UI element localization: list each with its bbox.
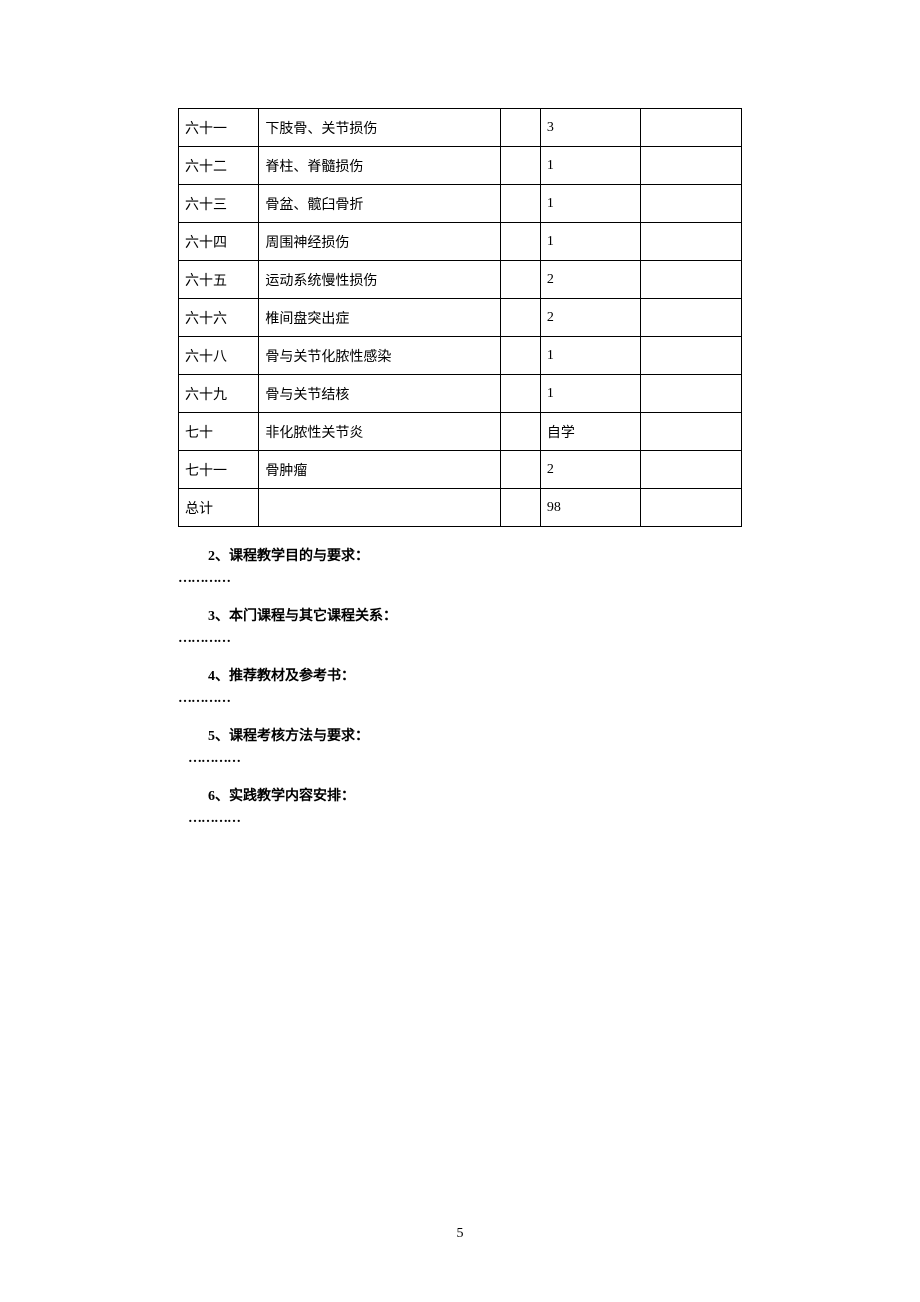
hours-value: 1 (540, 223, 641, 261)
table-row: 六十一 下肢骨、关节损伤 3 (179, 109, 742, 147)
cell-remark (641, 109, 742, 147)
hours-value: 自学 (540, 413, 641, 451)
cell-remark (641, 413, 742, 451)
cell-remark (641, 375, 742, 413)
cell-blank (259, 489, 500, 527)
section-heading-4: 4、推荐教材及参考书： (208, 665, 742, 685)
cell-remark (641, 147, 742, 185)
cell-blank (500, 185, 540, 223)
chapter-number: 七十 (179, 413, 259, 451)
chapter-title: 骨与关节结核 (259, 375, 500, 413)
table-row: 七十一 骨肿瘤 2 (179, 451, 742, 489)
cell-blank (500, 337, 540, 375)
course-hours-table: 六十一 下肢骨、关节损伤 3 六十二 脊柱、脊髓损伤 1 六十三 骨盆、髋臼骨折… (178, 108, 742, 527)
hours-value: 1 (540, 185, 641, 223)
chapter-number: 六十二 (179, 147, 259, 185)
section-heading-6: 6、实践教学内容安排： (208, 785, 742, 805)
chapter-number: 六十四 (179, 223, 259, 261)
hours-value: 2 (540, 299, 641, 337)
table-row: 六十二 脊柱、脊髓损伤 1 (179, 147, 742, 185)
table-row: 七十 非化脓性关节炎 自学 (179, 413, 742, 451)
chapter-number: 七十一 (179, 451, 259, 489)
cell-remark (641, 451, 742, 489)
chapter-title: 非化脓性关节炎 (259, 413, 500, 451)
total-label: 总计 (179, 489, 259, 527)
section-dots: ………… (178, 691, 742, 707)
section-dots: ………… (178, 631, 742, 647)
cell-blank (500, 147, 540, 185)
chapter-title: 周围神经损伤 (259, 223, 500, 261)
section-dots: ………… (188, 751, 742, 767)
section-list: 2、课程教学目的与要求： ………… 3、本门课程与其它课程关系： ………… 4、… (178, 545, 742, 827)
hours-value: 3 (540, 109, 641, 147)
table-row: 六十六 椎间盘突出症 2 (179, 299, 742, 337)
chapter-title: 脊柱、脊髓损伤 (259, 147, 500, 185)
chapter-number: 六十三 (179, 185, 259, 223)
cell-blank (500, 451, 540, 489)
cell-blank (500, 261, 540, 299)
hours-value: 1 (540, 147, 641, 185)
chapter-title: 椎间盘突出症 (259, 299, 500, 337)
chapter-number: 六十六 (179, 299, 259, 337)
cell-remark (641, 185, 742, 223)
table-row: 六十八 骨与关节化脓性感染 1 (179, 337, 742, 375)
cell-remark (641, 489, 742, 527)
section-heading-5: 5、课程考核方法与要求： (208, 725, 742, 745)
cell-blank (500, 299, 540, 337)
total-hours: 98 (540, 489, 641, 527)
table-row-total: 总计 98 (179, 489, 742, 527)
cell-blank (500, 413, 540, 451)
hours-value: 1 (540, 375, 641, 413)
section-dots: ………… (178, 571, 742, 587)
chapter-number: 六十八 (179, 337, 259, 375)
cell-remark (641, 337, 742, 375)
chapter-number: 六十五 (179, 261, 259, 299)
chapter-title: 运动系统慢性损伤 (259, 261, 500, 299)
cell-remark (641, 299, 742, 337)
hours-value: 2 (540, 451, 641, 489)
cell-remark (641, 261, 742, 299)
table-row: 六十四 周围神经损伤 1 (179, 223, 742, 261)
chapter-number: 六十一 (179, 109, 259, 147)
section-dots: ………… (188, 811, 742, 827)
chapter-title: 骨与关节化脓性感染 (259, 337, 500, 375)
cell-blank (500, 489, 540, 527)
cell-blank (500, 375, 540, 413)
chapter-number: 六十九 (179, 375, 259, 413)
section-heading-2: 2、课程教学目的与要求： (208, 545, 742, 565)
cell-remark (641, 223, 742, 261)
table-row: 六十三 骨盆、髋臼骨折 1 (179, 185, 742, 223)
chapter-title: 下肢骨、关节损伤 (259, 109, 500, 147)
table-row: 六十九 骨与关节结核 1 (179, 375, 742, 413)
section-heading-3: 3、本门课程与其它课程关系： (208, 605, 742, 625)
page-number: 5 (0, 1226, 920, 1242)
chapter-title: 骨肿瘤 (259, 451, 500, 489)
table-body: 六十一 下肢骨、关节损伤 3 六十二 脊柱、脊髓损伤 1 六十三 骨盆、髋臼骨折… (179, 109, 742, 527)
cell-blank (500, 109, 540, 147)
hours-value: 2 (540, 261, 641, 299)
chapter-title: 骨盆、髋臼骨折 (259, 185, 500, 223)
table-row: 六十五 运动系统慢性损伤 2 (179, 261, 742, 299)
hours-value: 1 (540, 337, 641, 375)
cell-blank (500, 223, 540, 261)
